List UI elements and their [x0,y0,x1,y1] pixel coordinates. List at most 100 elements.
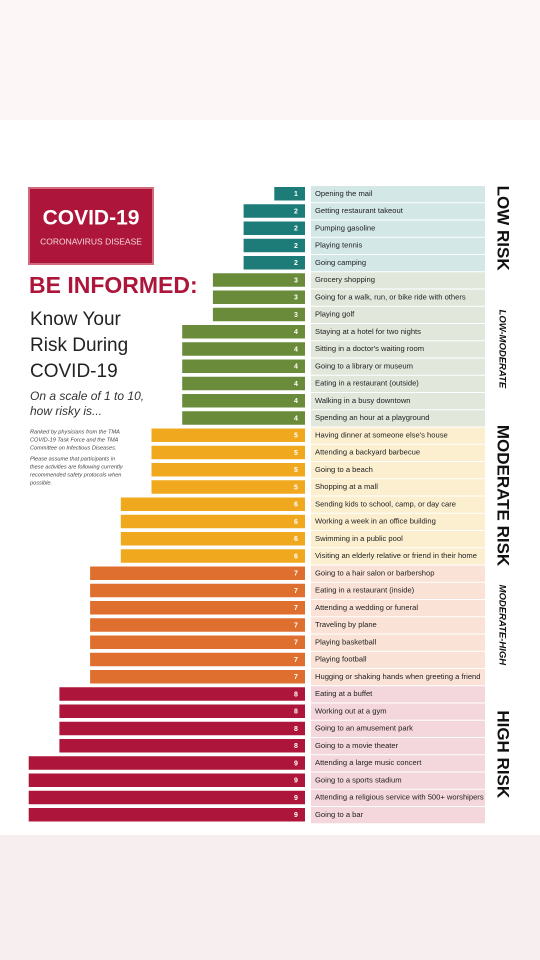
data-label: 7 [294,657,298,664]
category-background [311,772,485,789]
note-line: Committee on Infectious Diseases. [30,445,116,451]
band-label: LOW-MODERATE [496,310,507,389]
data-label: 8 [294,709,298,716]
bar [120,514,305,529]
category-label: Going to a bar [315,810,364,819]
category-background [311,444,485,461]
category-background [311,427,485,444]
category-background [311,738,485,755]
category-label: Going to an amusement park [315,724,413,733]
category-label: Attending a large music concert [315,758,422,767]
data-label: 4 [294,346,298,353]
category-label: Playing basketball [315,637,377,646]
bar [90,670,305,684]
category-background [311,358,485,375]
bar [120,532,305,546]
bar [90,583,305,598]
category-background [311,255,485,272]
category-label: Going to a beach [315,465,373,474]
category-background [311,272,485,289]
bar [59,687,306,701]
category-background [311,393,485,410]
category-label: Staying at a hotel for two nights [315,327,421,336]
data-label: 3 [294,312,298,319]
bar [90,601,305,615]
note-line: COVID-19 Task Force and the TMA [30,437,119,443]
data-label: 7 [294,640,298,647]
category-background [311,686,485,703]
category-background [311,479,485,496]
bar [90,652,305,667]
top-margin [0,0,540,120]
bar [90,566,305,580]
note-line: Ranked by physicians from the TMA [30,429,120,435]
category-background [311,289,485,306]
data-label: 3 [294,295,298,302]
bar [274,187,305,201]
prompt-line: On a scale of 1 to 10, [30,389,144,403]
bar [120,549,305,563]
category-label: Spending an hour at a playground [315,413,429,422]
category-background [311,600,485,617]
bar [151,480,305,494]
data-label: 6 [294,536,298,543]
category-background [311,703,485,720]
bar [59,704,306,718]
category-label: Attending a backyard barbecue [315,448,420,457]
bar [59,739,306,753]
category-label: Working a week in an office building [315,517,436,526]
data-label: 7 [294,622,298,629]
bar [243,221,305,235]
data-label: 7 [294,571,298,578]
data-label: 2 [294,260,298,267]
category-label: Grocery shopping [315,275,375,284]
category-label: Going to a movie theater [315,741,399,750]
category-label: Sending kids to school, camp, or day car… [315,499,456,508]
bar [28,790,305,805]
category-background [311,324,485,341]
category-label: Eating in a restaurant (inside) [315,586,415,595]
category-background [311,755,485,772]
bar [151,428,305,442]
data-label: 2 [294,243,298,250]
subtitle-line: Risk During [30,335,128,356]
category-background [311,237,485,254]
note-line: possible. [29,480,52,486]
data-label: 6 [294,553,298,560]
data-label: 7 [294,605,298,612]
category-background [311,651,485,668]
bar [59,721,306,736]
category-label: Swimming in a public pool [315,534,403,543]
category-background [311,669,485,686]
data-label: 7 [294,674,298,681]
category-label: Traveling by plane [315,620,377,629]
badge-subtitle: CORONAVIRUS DISEASE [40,236,142,246]
bar [151,445,305,460]
category-background [311,306,485,323]
data-label: 4 [294,415,298,422]
data-label: 5 [294,467,298,474]
data-label: 4 [294,364,298,371]
data-label: 9 [294,760,298,767]
data-label: 8 [294,743,298,750]
category-label: Playing tennis [315,241,362,250]
data-label: 8 [294,691,298,698]
band-label: LOW RISK [494,186,513,272]
data-label: 3 [294,277,298,284]
bar [243,238,305,253]
bottom-margin [0,835,540,960]
category-label: Visiting an elderly relative or friend i… [315,551,477,560]
category-background [311,513,485,530]
bar [120,497,305,511]
category-label: Hugging or shaking hands when greeting a… [315,672,481,681]
band-label: MODERATE RISK [494,425,513,567]
data-label: 9 [294,812,298,819]
category-background [311,565,485,582]
data-label: 9 [294,778,298,785]
category-label: Playing golf [315,310,355,319]
category-label: Working out at a gym [315,706,387,715]
bar [28,773,305,787]
category-label: Having dinner at someone else's house [315,430,448,439]
category-label: Going to a hair salon or barbershop [315,568,434,577]
